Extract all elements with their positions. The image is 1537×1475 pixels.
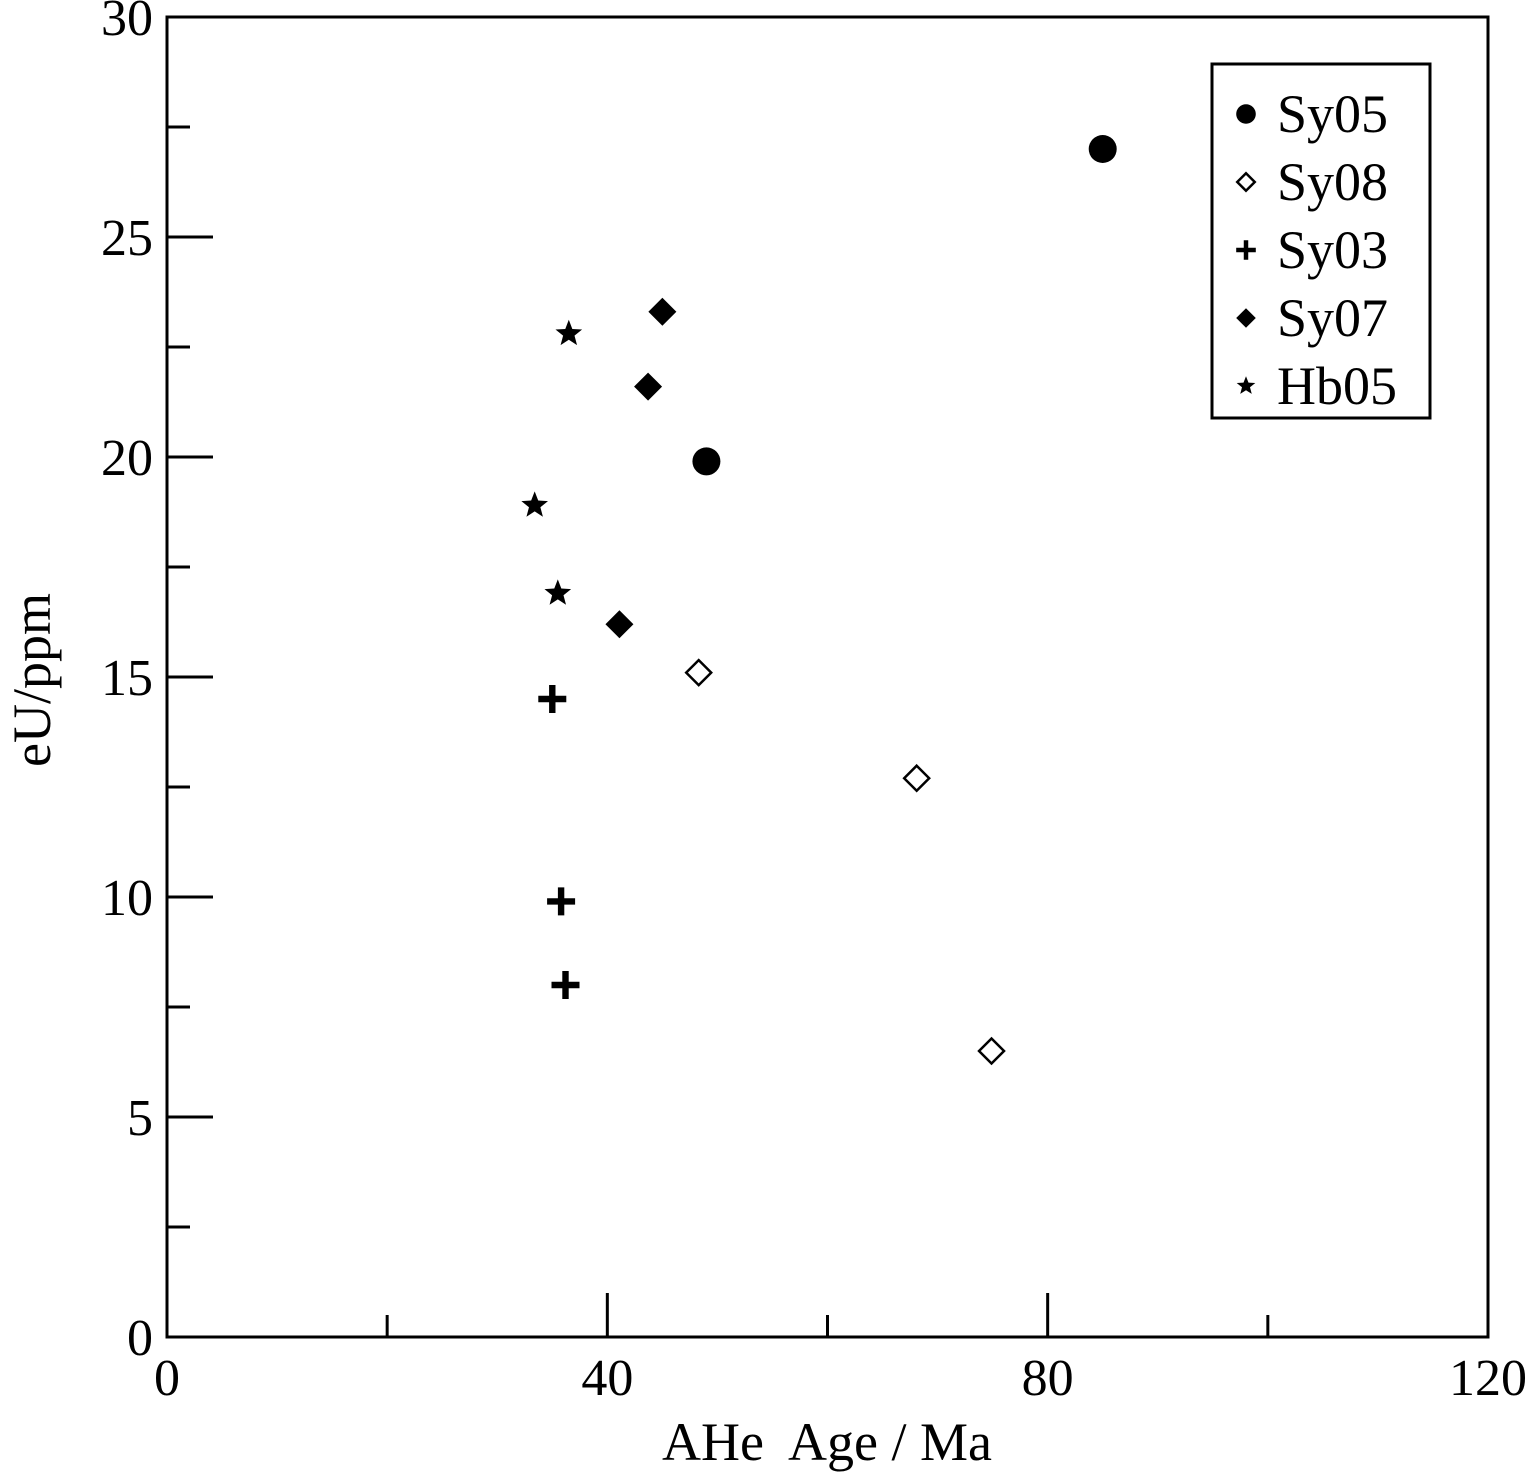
data-point-sy03 xyxy=(551,971,580,999)
legend-marker-sy03 xyxy=(1236,240,1256,260)
y-tick-label: 15 xyxy=(101,650,153,707)
y-axis-title: eU/ppm xyxy=(2,593,62,767)
y-tick-label: 5 xyxy=(127,1090,153,1147)
data-point-hb05 xyxy=(544,579,572,605)
data-point-sy07 xyxy=(634,372,663,401)
x-tick-label: 40 xyxy=(581,1350,633,1407)
legend-marker-sy07 xyxy=(1236,308,1256,328)
data-point-sy05 xyxy=(1088,135,1117,163)
data-point-sy08 xyxy=(902,763,931,793)
x-tick-label: 120 xyxy=(1449,1350,1527,1407)
y-tick-label: 30 xyxy=(101,0,153,47)
legend-label: Sy07 xyxy=(1277,288,1388,348)
legend: Sy05 Sy08 Sy03 Sy07 Hb05 xyxy=(1210,62,1432,420)
x-tick-label: 0 xyxy=(154,1350,180,1407)
y-tick-label: 25 xyxy=(101,210,153,267)
legend-marker-hb05 xyxy=(1236,376,1256,394)
data-point-hb05 xyxy=(521,491,548,517)
axis-ticks xyxy=(165,15,1490,1339)
y-tick-label: 20 xyxy=(101,430,153,487)
data-point-sy07 xyxy=(605,610,634,639)
legend-item: Sy03 xyxy=(1236,220,1388,280)
legend-label: Hb05 xyxy=(1277,356,1397,416)
legend-label: Sy05 xyxy=(1277,84,1388,144)
legend-item: Sy08 xyxy=(1235,152,1388,212)
data-points xyxy=(521,135,1117,1066)
x-axis-title: AHe Age / Ma xyxy=(662,1412,992,1472)
axis-tick-labels: 0 40 80 120 0 5 10 15 20 25 30 xyxy=(101,0,1527,1407)
data-point-sy03 xyxy=(547,887,576,916)
y-tick-label: 0 xyxy=(127,1310,153,1367)
data-point-sy03 xyxy=(538,685,567,713)
data-point-sy08 xyxy=(977,1036,1006,1066)
legend-marker-sy08 xyxy=(1235,171,1257,193)
data-point-sy07 xyxy=(648,297,677,326)
data-point-sy08 xyxy=(684,658,713,687)
legend-label: Sy03 xyxy=(1277,220,1388,280)
data-point-hb05 xyxy=(555,319,583,346)
y-tick-label: 10 xyxy=(101,870,153,927)
legend-item: Sy07 xyxy=(1236,288,1388,348)
x-tick-label: 80 xyxy=(1022,1350,1074,1407)
legend-marker-sy05 xyxy=(1236,104,1256,124)
legend-item: Hb05 xyxy=(1236,356,1397,416)
data-point-sy05 xyxy=(692,447,721,476)
legend-item: Sy05 xyxy=(1236,84,1388,144)
legend-label: Sy08 xyxy=(1277,152,1388,212)
